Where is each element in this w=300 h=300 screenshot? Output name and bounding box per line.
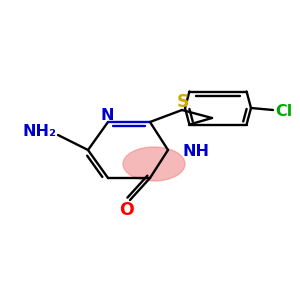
Text: S: S [177,93,189,111]
Text: O: O [120,201,134,219]
Text: NH: NH [182,143,209,158]
Text: NH₂: NH₂ [23,124,57,139]
Ellipse shape [123,147,185,181]
Text: N: N [100,107,114,122]
Text: Cl: Cl [275,103,292,118]
